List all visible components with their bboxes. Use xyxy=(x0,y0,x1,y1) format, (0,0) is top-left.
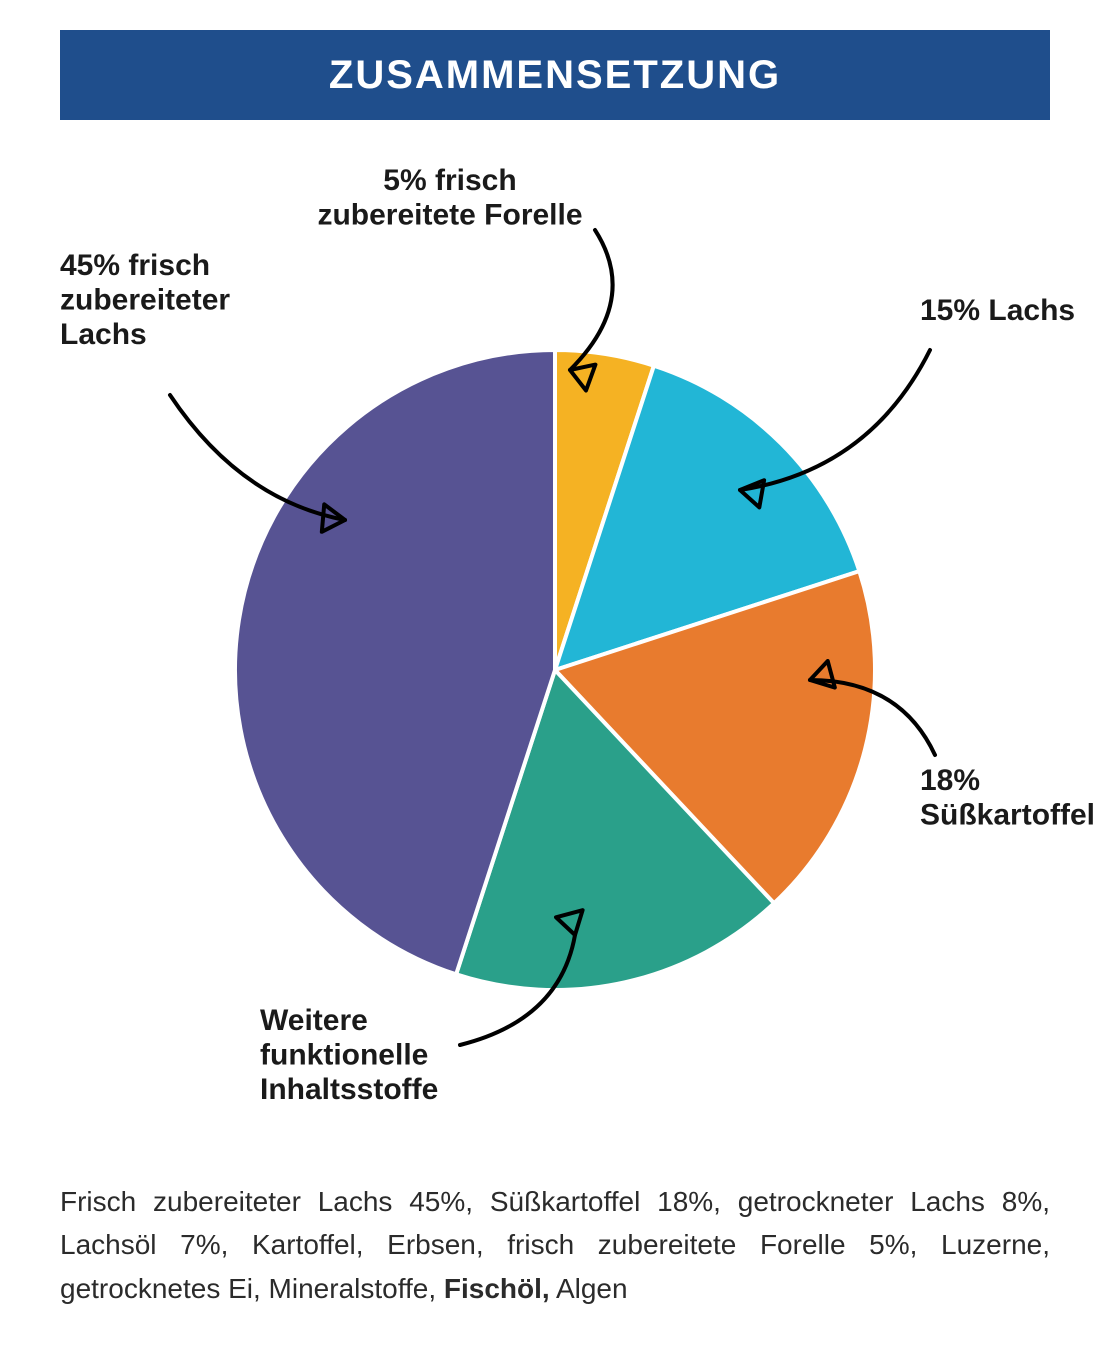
ingredients-paragraph: Frisch zubereiteter Lachs 45%, Süßkartof… xyxy=(60,1180,1050,1310)
pie-chart: 5% frischzubereitete Forelle 15% Lachs 18%… xyxy=(0,150,1110,1150)
pie-label-forelle: 5% frischzubereitete Forelle xyxy=(317,164,582,232)
page: ZUSAMMENSETZUNG 5% frischzubereitete For… xyxy=(0,0,1110,1354)
pie-label-lachs: 15% Lachs xyxy=(920,294,1075,327)
pie-label-suesskartoffel: 18%Süßkartoffel xyxy=(920,764,1095,832)
pie-chart-container: 5% frischzubereitete Forelle 15% Lachs 18%… xyxy=(0,150,1110,1150)
pie-label-weitere: WeiterefunktionelleInhaltsstoffe xyxy=(260,1004,438,1106)
ingredients-segment: Algen xyxy=(550,1273,628,1304)
title-text: ZUSAMMENSETZUNG xyxy=(329,53,781,98)
ingredients-bold-segment: Fischöl, xyxy=(444,1273,550,1304)
callout-arrow xyxy=(740,350,930,507)
title-bar: ZUSAMMENSETZUNG xyxy=(60,30,1050,120)
pie-label-frischer-lachs: 45% frischzubereiteterLachs xyxy=(60,249,230,351)
